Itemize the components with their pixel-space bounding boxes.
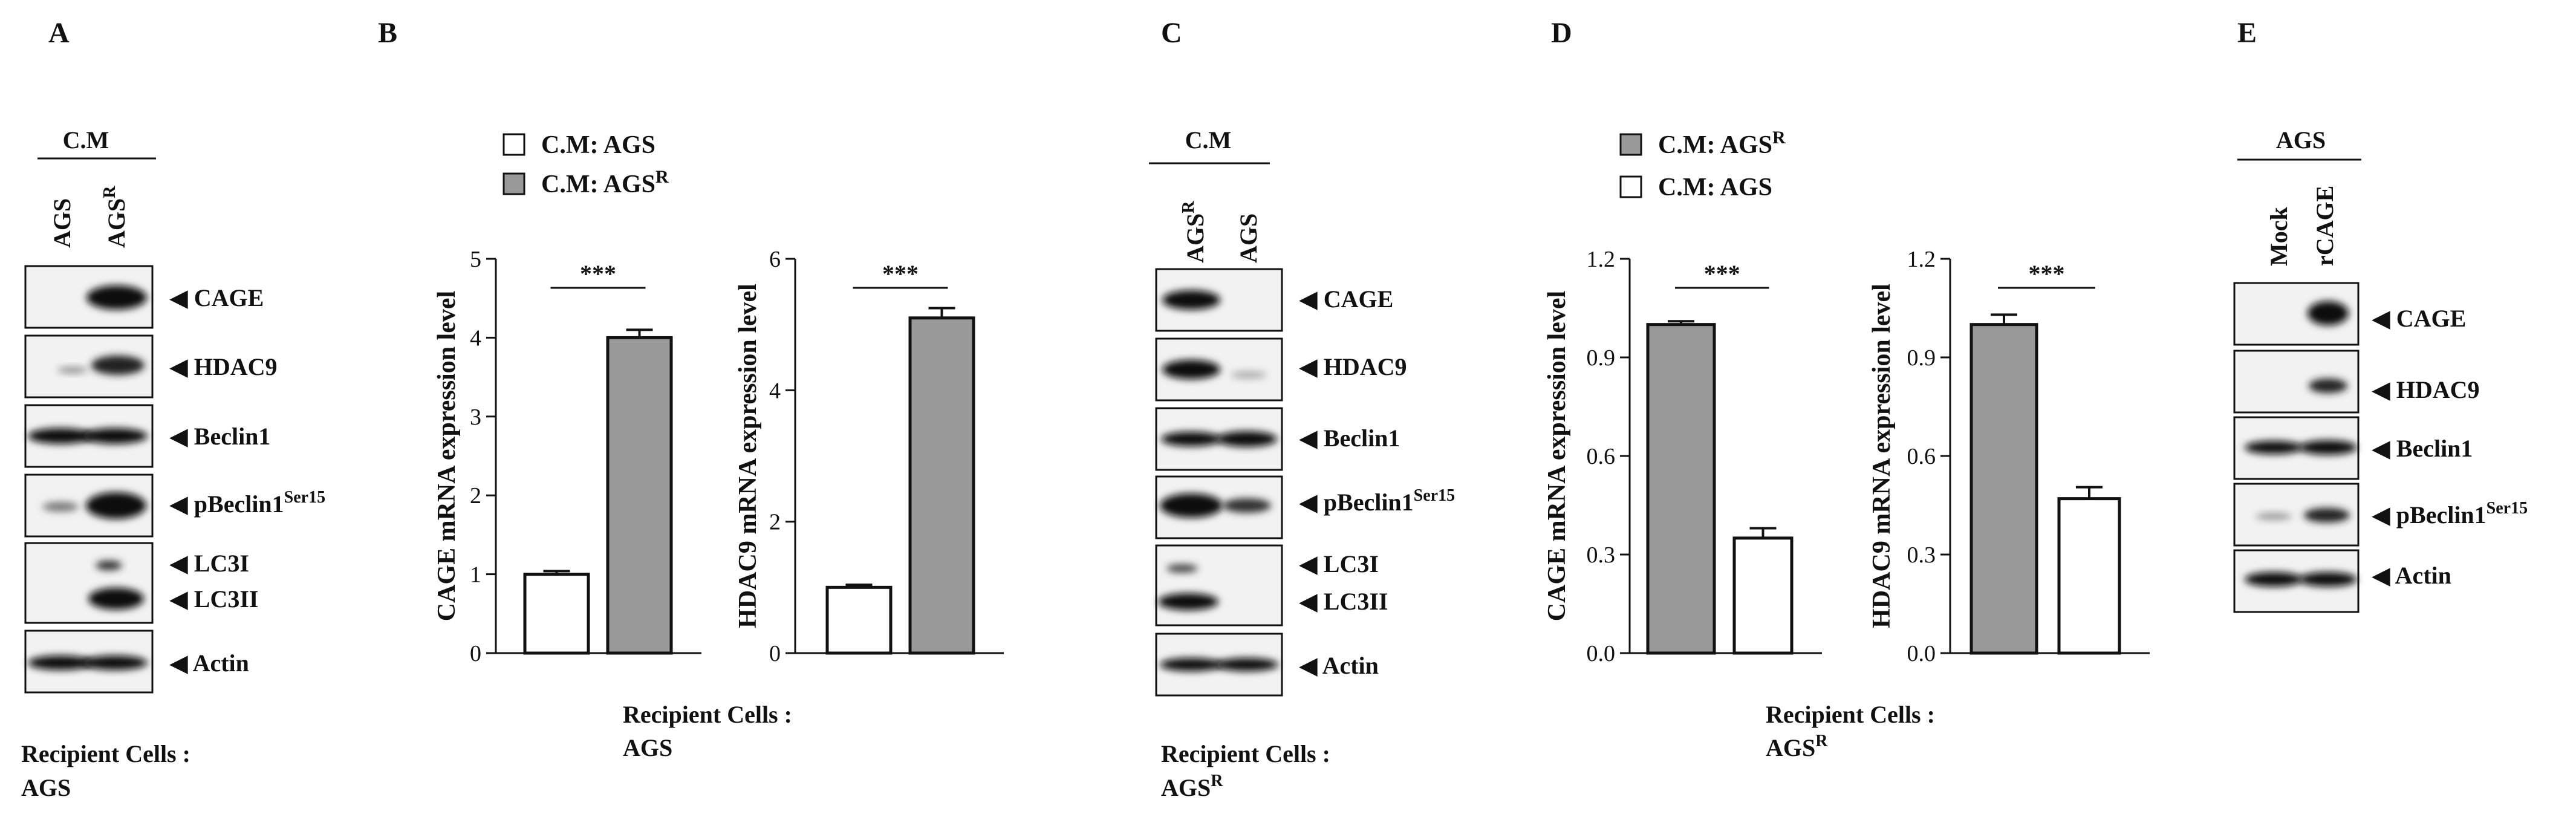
y-tick-label: 0.6 [1587, 444, 1616, 469]
y-tick-label: 0 [470, 641, 481, 666]
panel-e-band-cage: ◀ CAGE [2372, 305, 2466, 332]
panel-a-lane-1: AGS [48, 198, 76, 248]
bar [825, 585, 893, 655]
panel-a-header: C.M [63, 126, 109, 154]
y-axis-label: CAGE mRNA expression level [433, 291, 461, 621]
bar [1646, 323, 1716, 655]
y-axis-label: CAGE mRNA expression level [1543, 291, 1571, 621]
panel-a-recipient-cells: AGS [21, 774, 71, 801]
panel-b-chart-hdac9: 0 2 4 6 HDAC9 mRNA expression level *** [734, 247, 1004, 666]
panel-letter-d: D [1551, 17, 1572, 49]
panel-a-blot-lc3 [24, 542, 154, 624]
panel-b-legend: C.M: AGS C.M: AGSR [503, 131, 669, 198]
panel-c-blot-lc3 [1155, 544, 1283, 626]
panel-b-chart-cage: 0 1 2 3 4 5 CAGE mRNA expression level *** [433, 247, 701, 666]
panel-c-band-actin: ◀ Actin [1299, 652, 1379, 679]
bar [606, 336, 673, 655]
bar [1732, 536, 1794, 655]
y-tick-label: 1.2 [1587, 247, 1616, 272]
panel-a-band-lc3ii: ◀ LC3II [169, 585, 258, 613]
significance-label: *** [1704, 260, 1740, 287]
panel-e-lane-2: rCAGE [2311, 186, 2338, 266]
panel-d-legend: C.M: AGSR C.M: AGS [1619, 128, 1786, 201]
panel-a-band-lc3i: ◀ LC3I [169, 550, 249, 577]
panel-letter-a: A [48, 17, 70, 49]
y-tick-label: 5 [470, 247, 481, 272]
panel-b-legend-label-2: C.M: AGSR [541, 167, 669, 198]
panel-c-band-cage: ◀ CAGE [1299, 285, 1393, 313]
panel-letter-c: C [1161, 17, 1182, 49]
panel-d-legend-label-1: C.M: AGSR [1658, 128, 1786, 159]
panel-a-band-hdac9: ◀ HDAC9 [169, 353, 278, 380]
panel-c-lane-2: AGS [1235, 213, 1262, 263]
panel-a-band-actin: ◀ Actin [169, 649, 249, 677]
panel-c-band-pbeclin1: ◀ pBeclin1Ser15 [1299, 486, 1455, 516]
panel-e-header: AGS [2276, 126, 2326, 154]
panel-a-band-cage: ◀ CAGE [169, 284, 264, 311]
panel-a-band-pbeclin1: ◀ pBeclin1Ser15 [169, 488, 325, 518]
panel-a-blot: C.M AGS AGSR ◀ CAGE ◀ HDAC9 ◀ Beclin1 ◀ … [21, 126, 325, 801]
y-tick-label: 2 [769, 510, 781, 535]
panel-e-band-hdac9: ◀ HDAC9 [2372, 376, 2480, 403]
y-tick-label: 0.6 [1907, 444, 1936, 469]
significance-label: *** [882, 260, 919, 287]
panel-c-recipient-cells: AGSR [1161, 772, 1223, 801]
panel-d-chart-hdac9: 0.0 0.3 0.6 0.9 1.2 HDAC9 mRNA expression lev… [1868, 247, 2150, 666]
panel-c-band-beclin1: ◀ Beclin1 [1299, 425, 1400, 452]
panel-a-recipient-label: Recipient Cells : [21, 740, 190, 767]
y-tick-label: 3 [470, 405, 481, 430]
y-tick-label: 0.9 [1587, 345, 1616, 371]
y-axis-label: HDAC9 mRNA expression level [734, 284, 762, 628]
panel-d-legend-label-2: C.M: AGS [1658, 174, 1772, 201]
y-tick-label: 0.0 [1587, 641, 1616, 666]
panel-b-legend-swatch-1 [503, 133, 525, 156]
panel-d-recipient-cells: AGSR [1766, 732, 1828, 761]
y-tick-label: 0 [769, 641, 781, 666]
panel-d-legend-swatch-2 [1619, 175, 1642, 198]
bar [523, 573, 590, 655]
panel-e-blot: AGS Mock rCAGE ◀ CAGE ◀ HDAC9 ◀ Beclin1 … [2233, 126, 2528, 613]
significance-label: *** [580, 260, 616, 287]
panel-d-chart-cage: 0.0 0.3 0.6 0.9 1.2 CAGE mRNA expression leve… [1543, 247, 1822, 666]
y-tick-label: 4 [470, 325, 481, 351]
panel-c-lane-1: AGSR [1179, 201, 1209, 263]
panel-c-band-hdac9: ◀ HDAC9 [1299, 353, 1407, 380]
panel-b-recipient-label: Recipient Cells : [623, 701, 792, 728]
panel-c-band-lc3ii: ◀ LC3II [1299, 588, 1388, 615]
y-tick-label: 2 [470, 483, 481, 509]
panel-b-legend-swatch-2 [503, 172, 525, 195]
y-tick-label: 0.9 [1907, 345, 1936, 371]
bar [1969, 323, 2038, 655]
y-tick-label: 0.3 [1907, 542, 1936, 568]
y-tick-label: 4 [769, 378, 781, 403]
panel-letter-b: B [378, 17, 397, 49]
y-tick-label: 0.0 [1907, 641, 1936, 666]
panel-b-recipient-cells: AGS [623, 734, 672, 761]
panel-e-band-beclin1: ◀ Beclin1 [2372, 435, 2473, 462]
bar [2057, 497, 2121, 655]
y-axis-label: HDAC9 mRNA expression level [1868, 284, 1896, 628]
panel-c-band-lc3i: ◀ LC3I [1299, 550, 1379, 578]
panel-e-band-pbeclin1: ◀ pBeclin1Ser15 [2372, 499, 2528, 529]
y-tick-label: 6 [769, 247, 781, 272]
panel-a-lane-2: AGSR [100, 186, 130, 248]
panel-e-band-actin: ◀ Actin [2372, 562, 2451, 589]
panel-d-legend-swatch-1 [1619, 133, 1642, 156]
bar [908, 316, 975, 655]
significance-label: *** [2029, 260, 2065, 287]
panel-d-recipient-label: Recipient Cells : [1766, 701, 1935, 728]
panel-a-band-beclin1: ◀ Beclin1 [169, 423, 270, 450]
panel-letter-e: E [2237, 17, 2257, 49]
y-tick-label: 1 [470, 562, 481, 588]
panel-b-legend-label-1: C.M: AGS [541, 131, 655, 159]
panel-c-header: C.M [1185, 126, 1232, 154]
panel-c-recipient-label: Recipient Cells : [1161, 740, 1330, 767]
panel-e-lane-1: Mock [2265, 206, 2292, 266]
y-tick-label: 1.2 [1907, 247, 1936, 272]
y-tick-label: 0.3 [1587, 542, 1616, 568]
panel-c-blot: C.M AGSR AGS ◀ CAGE ◀ HDAC9 ◀ Beclin1 ◀ … [1149, 126, 1455, 801]
